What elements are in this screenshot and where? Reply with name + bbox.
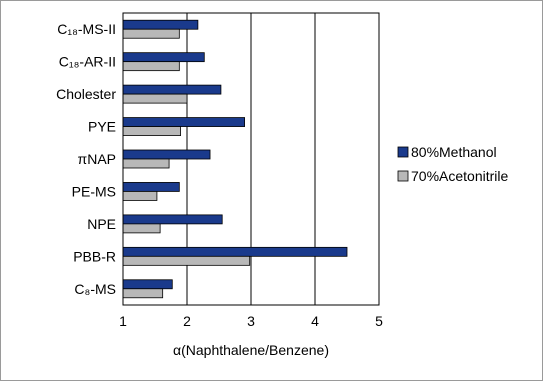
x-tick-label: 2 bbox=[183, 313, 191, 329]
bar-acetonitrile bbox=[122, 93, 188, 104]
plot-area-border bbox=[122, 12, 380, 306]
category-label: C₁₈-MS-II bbox=[57, 21, 116, 37]
bars bbox=[122, 19, 348, 299]
bar-acetonitrile bbox=[122, 61, 180, 72]
bar-acetonitrile bbox=[122, 288, 164, 299]
legend-label-acetonitrile: 70%Acetonitrile bbox=[411, 168, 508, 184]
bar-methanol bbox=[122, 84, 222, 95]
x-tick-label: 4 bbox=[311, 313, 319, 329]
category-label: PE-MS bbox=[72, 183, 116, 199]
legend-swatch-methanol bbox=[397, 146, 409, 158]
bar-acetonitrile bbox=[122, 28, 180, 39]
bar-acetonitrile bbox=[122, 126, 181, 136]
bar-methanol bbox=[122, 19, 199, 30]
bar-methanol bbox=[122, 117, 245, 127]
bar-acetonitrile bbox=[122, 158, 170, 169]
category-label: PBB-R bbox=[73, 248, 116, 264]
bar-acetonitrile bbox=[122, 191, 158, 201]
legend-label-methanol: 80%Methanol bbox=[411, 144, 497, 160]
bar-methanol bbox=[122, 214, 223, 225]
legend: 80%Methanol 70%Acetonitrile bbox=[397, 144, 508, 184]
x-tick-label: 1 bbox=[119, 313, 127, 329]
x-tick-labels: 1 2 3 4 5 bbox=[119, 313, 383, 329]
category-label: PYE bbox=[88, 119, 116, 135]
x-axis-title: α(Naphthalene/Benzene) bbox=[173, 342, 329, 358]
category-label: πNAP bbox=[78, 151, 116, 167]
bar-acetonitrile bbox=[122, 223, 161, 234]
x-tick-label: 3 bbox=[247, 313, 255, 329]
bar-methanol bbox=[122, 279, 173, 290]
category-label: C₁₈-AR-II bbox=[59, 54, 116, 70]
category-label: C₈-MS bbox=[74, 281, 116, 297]
x-tick-label: 5 bbox=[375, 313, 383, 329]
category-label: Cholester bbox=[56, 86, 116, 102]
category-labels: C₁₈-MS-II C₁₈-AR-II Cholester PYE πNAP PE-MS N… bbox=[56, 21, 116, 297]
bar-methanol bbox=[122, 149, 211, 160]
bar-methanol bbox=[122, 246, 348, 257]
legend-swatch-acetonitrile bbox=[397, 170, 409, 182]
bar-methanol bbox=[122, 182, 180, 192]
bar-methanol bbox=[122, 52, 205, 63]
category-label: NPE bbox=[87, 216, 116, 232]
bar-acetonitrile bbox=[122, 255, 251, 266]
